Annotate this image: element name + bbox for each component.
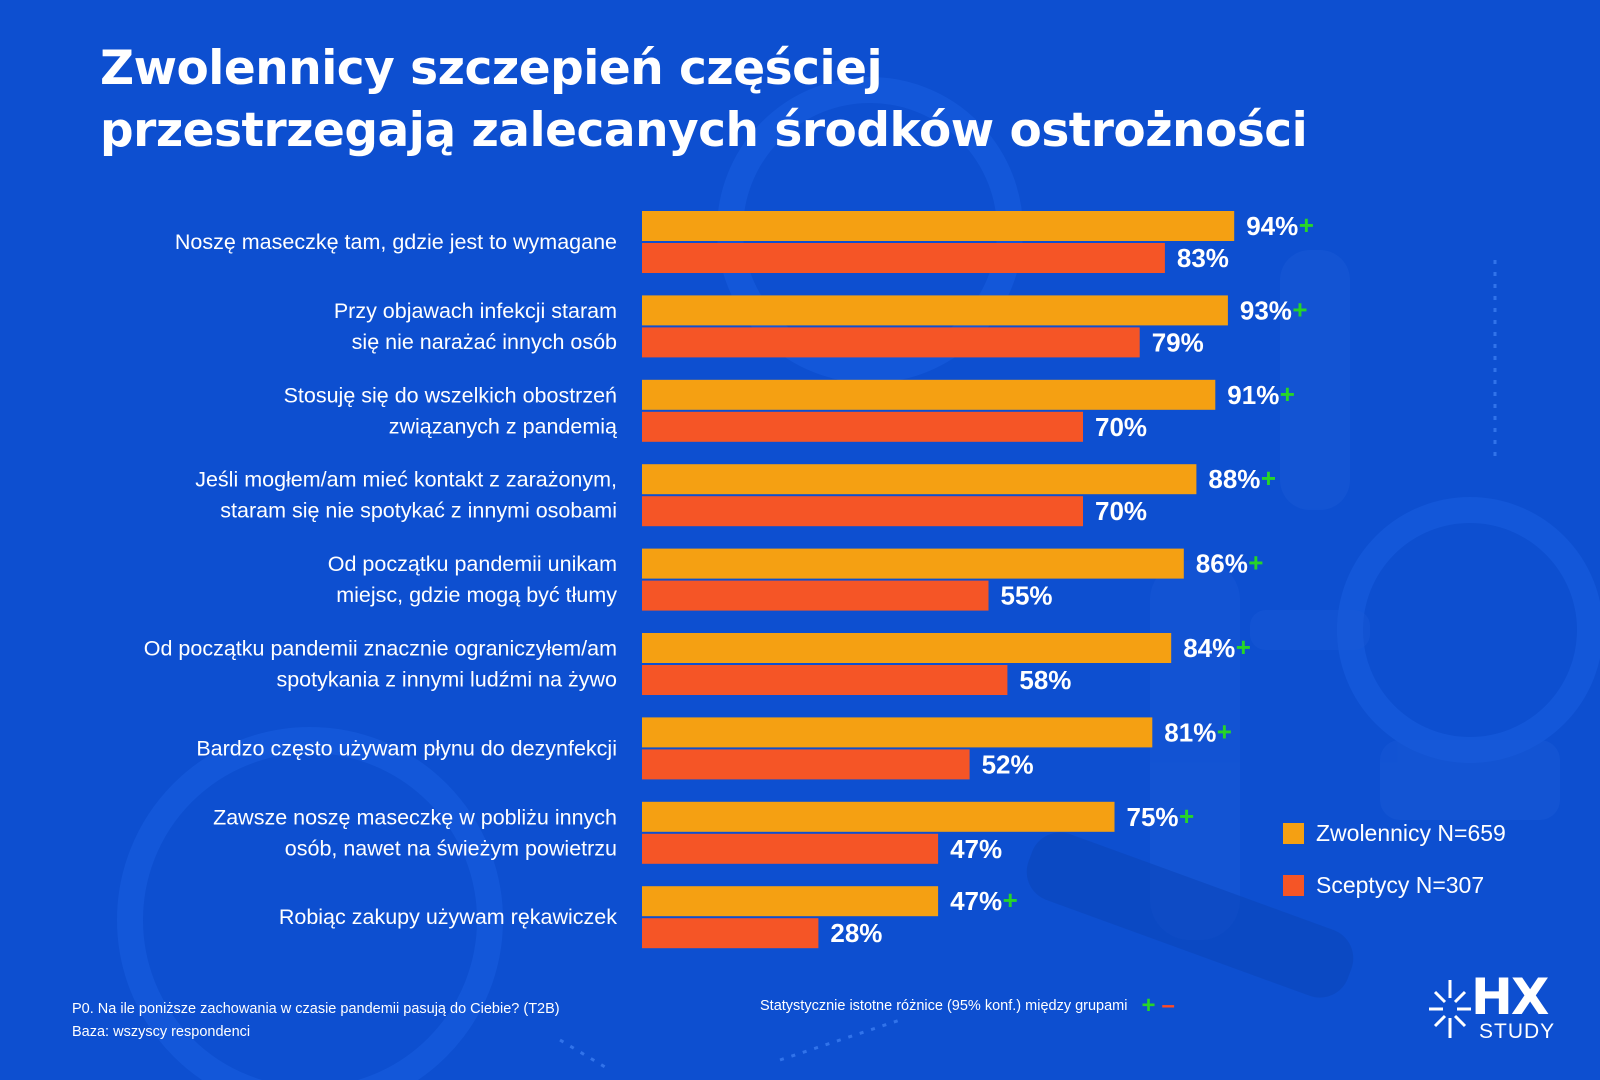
value-label-zwolennicy: 93% (1240, 295, 1292, 325)
category-label-line: staram się nie spotykać z innymi osobami (220, 499, 617, 523)
bar-sceptycy (642, 833, 939, 864)
bar-sceptycy (642, 918, 819, 949)
category-label-line: Od początku pandemii unikam (328, 552, 617, 576)
value-label-sceptycy: 70% (1095, 496, 1147, 526)
bar-sceptycy (642, 327, 1140, 358)
value-label-zwolennicy: 94% (1246, 211, 1298, 241)
category-label: Stosuję się do wszelkich obostrzeń związa… (284, 383, 617, 438)
legend-item-zwolennicy: Zwolennicy N=659 (1283, 818, 1506, 848)
category-label: Noszę maseczkę tam, gdzie jest to wymaga… (175, 230, 617, 254)
significance-plus-icon: + (1299, 210, 1314, 240)
bar-sceptycy (642, 665, 1008, 695)
category-label-line: spotykania z innymi ludźmi na żywo (276, 668, 617, 692)
bar-zwolennicy (642, 379, 1216, 410)
significance-note-text: Statystycznie istotne różnice (95% konf.… (760, 998, 1128, 1014)
category-label-line: związanych z pandemią (389, 414, 617, 438)
significance-plus-icon: + (1248, 548, 1263, 578)
bar-zwolennicy (642, 633, 1172, 663)
category-label-line: Stosuję się do wszelkich obostrzeń (284, 383, 617, 407)
legend-swatch-zwolennicy (1283, 822, 1304, 844)
value-label-zwolennicy: 47% (950, 886, 1002, 916)
logo-study: STUDY (1479, 1020, 1556, 1043)
value-label-sceptycy: 83% (1177, 243, 1229, 273)
value-label-sceptycy: 70% (1095, 412, 1147, 442)
category-label: Zawsze noszę maseczkę w pobliżu innych os… (213, 805, 617, 860)
bar-zwolennicy (642, 886, 939, 917)
value-label-zwolennicy: 86% (1196, 549, 1248, 579)
category-label-line: osób, nawet na świeżym powietrzu (285, 836, 617, 860)
category-label-line: Robiąc zakupy używam rękawiczek (279, 905, 617, 929)
value-label-sceptycy: 52% (982, 749, 1034, 779)
legend-label-zwolennicy: Zwolennicy N=659 (1316, 819, 1506, 846)
category-label-line: Przy objawach infekcji staram (334, 299, 617, 323)
significance-plus-icon: + (1179, 801, 1194, 831)
significance-plus-icon: + (1141, 992, 1156, 1019)
significance-plus-icon: + (1236, 632, 1251, 662)
significance-plus-icon: + (1003, 885, 1018, 915)
legend-label-sceptycy: Sceptycy N=307 (1316, 871, 1485, 898)
value-label-zwolennicy: 88% (1208, 464, 1260, 494)
significance-plus-icon: + (1217, 716, 1232, 746)
value-label-zwolennicy: 91% (1227, 380, 1279, 410)
significance-plus-icon: + (1292, 294, 1307, 324)
bar-sceptycy (642, 411, 1083, 442)
bar-zwolennicy (642, 211, 1235, 241)
category-label-line: Bardzo często używam płynu do dezynfekcj… (196, 736, 617, 760)
bar-zwolennicy (642, 801, 1115, 832)
bar-sceptycy (642, 496, 1083, 527)
bar-sceptycy (642, 580, 989, 611)
category-label: Od początku pandemii unikam miejsc, gdzie… (328, 552, 617, 607)
footnote-question: P0. Na ile poniższe zachowania w czasie … (72, 1001, 560, 1017)
hx-study-logo: HX STUDY (1425, 970, 1560, 1050)
page-title: Zwolennicy szczepień częściej przestrzeg… (100, 38, 1520, 162)
footnote: P0. Na ile poniższe zachowania w czasie … (72, 998, 560, 1044)
value-label-sceptycy: 79% (1152, 327, 1204, 357)
value-label-zwolennicy: 81% (1164, 717, 1216, 747)
category-label-line: Noszę maseczkę tam, gdzie jest to wymaga… (175, 230, 617, 254)
significance-minus-icon: – (1161, 992, 1175, 1019)
bar-chart: Noszę maseczkę tam, gdzie jest to wymaga… (144, 210, 1314, 949)
value-label-sceptycy: 47% (950, 834, 1002, 864)
bar-zwolennicy (642, 464, 1197, 495)
significance-plus-icon: + (1280, 379, 1295, 409)
category-label: Jeśli mogłem/am mieć kontakt z zarażonym… (195, 468, 617, 523)
legend-swatch-sceptycy (1283, 874, 1304, 896)
significance-note: Statystycznie istotne różnice (95% konf.… (760, 992, 1175, 1019)
bar-zwolennicy (642, 717, 1153, 748)
category-label-line: Od początku pandemii znacznie ograniczył… (144, 637, 617, 661)
bar-sceptycy (642, 243, 1165, 273)
value-label-zwolennicy: 75% (1127, 802, 1179, 832)
category-label-line: Zawsze noszę maseczkę w pobliżu innych (213, 805, 617, 829)
category-label: Robiąc zakupy używam rękawiczek (279, 905, 617, 929)
value-label-zwolennicy: 84% (1183, 633, 1235, 663)
category-label-line: Jeśli mogłem/am mieć kontakt z zarażonym… (195, 468, 617, 492)
category-label: Od początku pandemii znacznie ograniczył… (144, 637, 617, 692)
logo-burst-icon (1429, 980, 1471, 1038)
page-title-line-2: przestrzegają zalecanych środków ostrożn… (100, 103, 1308, 158)
category-label: Bardzo często używam płynu do dezynfekcj… (196, 736, 617, 760)
page-title-line-1: Zwolennicy szczepień częściej (100, 41, 883, 96)
category-label: Przy objawach infekcji staram się nie nar… (334, 299, 617, 354)
value-label-sceptycy: 28% (830, 918, 882, 948)
legend: Zwolennicy N=659 Sceptycy N=307 (1283, 818, 1506, 922)
footnote-base: Baza: wszyscy respondenci (72, 1024, 251, 1040)
value-label-sceptycy: 58% (1019, 665, 1071, 695)
bar-zwolennicy (642, 295, 1228, 326)
category-label-line: się nie narażać innych osób (352, 330, 617, 354)
legend-item-sceptycy: Sceptycy N=307 (1283, 870, 1506, 900)
bar-sceptycy (642, 749, 970, 780)
value-label-sceptycy: 55% (1001, 581, 1053, 611)
bar-zwolennicy (642, 548, 1184, 579)
logo-hx: HX (1471, 968, 1549, 1026)
category-label-line: miejsc, gdzie mogą być tłumy (336, 583, 617, 607)
significance-plus-icon: + (1261, 463, 1276, 493)
